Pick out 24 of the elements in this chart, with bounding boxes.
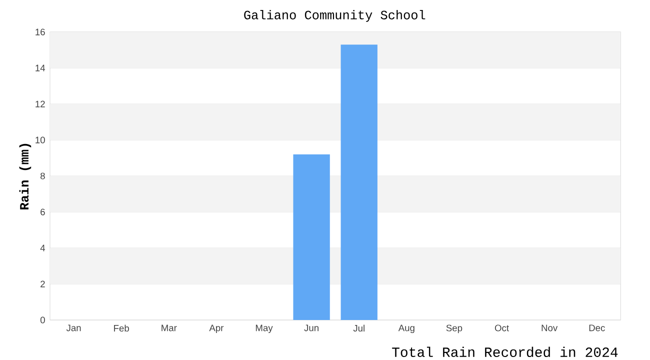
- x-tick-label: Dec: [589, 324, 605, 332]
- y-tick-label: 0: [40, 316, 45, 324]
- y-tick-label: 8: [40, 172, 45, 180]
- x-tick-label: Jul: [353, 324, 364, 332]
- x-tick-label: Aug: [398, 324, 414, 334]
- chart-title: Galiano Community School: [244, 10, 426, 22]
- x-tick-label: May: [256, 324, 273, 334]
- y-axis-title: Rain (mm): [19, 144, 32, 210]
- y-tick-label: 16: [36, 28, 45, 36]
- x-tick-label: Mar: [162, 324, 177, 332]
- y-tick-label: 4: [40, 244, 46, 252]
- x-axis-title: Total Rain Recorded in 2024: [392, 346, 618, 358]
- x-tick-label: Apr: [209, 324, 224, 334]
- x-tick-label: Nov: [542, 324, 558, 332]
- x-tick-label: Jun: [304, 324, 318, 332]
- x-tick-label: Jan: [66, 324, 81, 332]
- y-tick-label: 12: [36, 100, 45, 108]
- y-tick-label: 14: [36, 64, 46, 72]
- x-tick-label: Sep: [446, 324, 462, 334]
- y-tick-label: 2: [40, 280, 45, 288]
- x-tick-label: Oct: [494, 324, 509, 332]
- x-tick-label: Feb: [114, 324, 129, 332]
- y-tick-label: 6: [40, 208, 45, 216]
- y-tick-label: 10: [36, 136, 45, 144]
